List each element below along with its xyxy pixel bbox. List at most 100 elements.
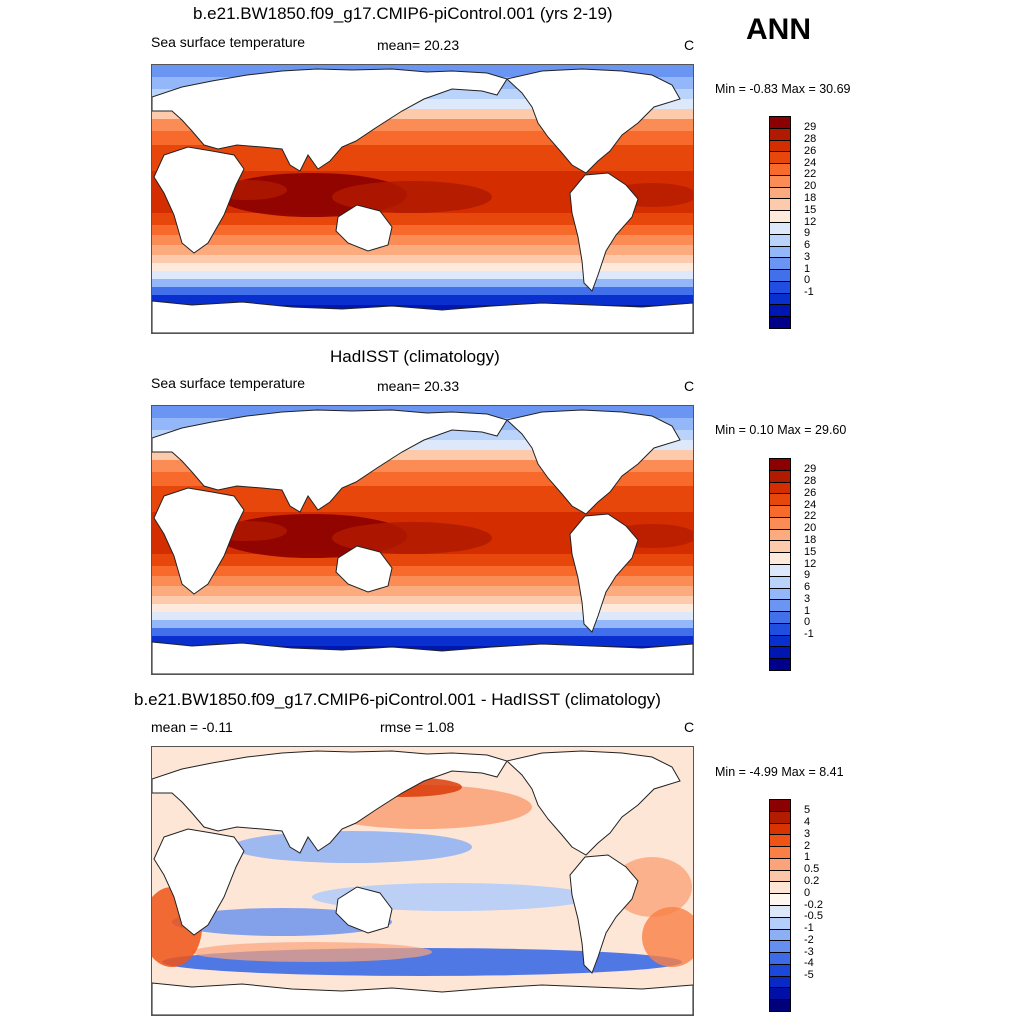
panel1-units: C [684, 37, 695, 53]
panel1-colorbar [769, 116, 791, 329]
colorbar-segment [769, 857, 791, 871]
colorbar-segment [769, 151, 791, 165]
colorbar-tick-label: 24 [804, 156, 817, 169]
colorbar-tick-label: 28 [804, 475, 817, 488]
colorbar-tick-label: 18 [804, 533, 817, 546]
colorbar-tick-label: 28 [804, 133, 817, 146]
panel1-title: b.e21.BW1850.f09_g17.CMIP6-piControl.001… [193, 4, 613, 23]
colorbar-segment [769, 245, 791, 259]
colorbar-segment [769, 304, 791, 318]
colorbar-tick-label: 9 [804, 227, 811, 240]
colorbar-tick-label: -0.2 [804, 898, 823, 911]
panel3-title: b.e21.BW1850.f09_g17.CMIP6-piControl.001… [134, 690, 661, 709]
africa-landmass [153, 487, 245, 595]
panel2-map [151, 405, 694, 675]
northamerica-landmass [505, 409, 681, 515]
colorbar-segment [769, 634, 791, 648]
africa-landmass [153, 828, 245, 936]
colorbar-tick-label: 18 [804, 191, 817, 204]
colorbar-tick-label: 22 [804, 510, 817, 523]
antarctica-landmass [152, 300, 693, 333]
colorbar-segment [769, 952, 791, 965]
colorbar-tick-label: 12 [804, 215, 817, 228]
colorbar-tick-label: -1 [804, 922, 814, 935]
colorbar-tick-label: 29 [804, 121, 817, 134]
colorbar-segment [769, 611, 791, 624]
colorbar-segment [769, 458, 791, 471]
colorbar-tick-label: 1 [804, 262, 811, 275]
colorbar-segment [769, 222, 791, 235]
colorbar-segment [769, 233, 791, 247]
colorbar-tick-label: 22 [804, 168, 817, 181]
panel3-rmse-label: rmse = 1.08 [380, 719, 455, 735]
southamerica-landmass [569, 854, 639, 974]
colorbar-tick-label: 2 [804, 839, 811, 852]
colorbar-tick-label: 3 [804, 827, 811, 840]
colorbar-tick-label: 6 [804, 581, 811, 594]
colorbar-tick-label: 26 [804, 144, 817, 157]
colorbar-tick-label: 0.5 [804, 863, 820, 876]
colorbar-segment [769, 163, 791, 176]
colorbar-segment [769, 257, 791, 271]
europe-landmass [152, 409, 508, 513]
colorbar-segment [769, 999, 791, 1012]
colorbar-segment [769, 505, 791, 518]
colorbar-segment [769, 269, 791, 282]
panel1-left-label: Sea surface temperature [151, 34, 306, 50]
colorbar-segment [769, 552, 791, 565]
colorbar-segment [769, 575, 791, 589]
colorbar-segment [769, 622, 791, 636]
colorbar-tick-label: 15 [804, 545, 817, 558]
panel1-map [151, 64, 694, 334]
colorbar-tick-label: 26 [804, 486, 817, 499]
antarctica-landmass [152, 982, 693, 1015]
colorbar-segment [769, 599, 791, 613]
colorbar-tick-label: -4 [804, 957, 814, 970]
colorbar-segment [769, 469, 791, 483]
colorbar-tick-label: 12 [804, 557, 817, 570]
australia-landmass [335, 204, 393, 252]
colorbar-segment [769, 916, 791, 930]
colorbar-segment [769, 493, 791, 507]
colorbar-segment [769, 822, 791, 836]
colorbar-tick-label: -5 [804, 969, 814, 982]
colorbar-tick-label: 1 [804, 851, 811, 864]
europe-landmass [152, 68, 508, 172]
colorbar-tick-label: 3 [804, 592, 811, 605]
panel2-title: HadISST (climatology) [330, 347, 500, 366]
panel1-mean-label: mean= 20.23 [377, 37, 460, 53]
colorbar-segment [769, 834, 791, 848]
panel3-units: C [684, 719, 695, 735]
colorbar-segment [769, 846, 791, 859]
colorbar-segment [769, 869, 791, 883]
colorbar-tick-label: 0 [804, 886, 811, 899]
colorbar-segment [769, 127, 791, 141]
colorbar-segment [769, 799, 791, 812]
colorbar-tick-label: 1 [804, 604, 811, 617]
panel2-colorbar [769, 458, 791, 671]
colorbar-segment [769, 481, 791, 495]
colorbar-tick-label: 29 [804, 463, 817, 476]
colorbar-segment [769, 516, 791, 530]
colorbar-tick-label: 5 [804, 804, 811, 817]
colorbar-tick-label: 3 [804, 250, 811, 263]
europe-landmass [152, 750, 508, 854]
colorbar-segment [769, 587, 791, 601]
colorbar-segment [769, 280, 791, 294]
colorbar-segment [769, 975, 791, 989]
colorbar-segment [769, 810, 791, 824]
panel2-mean-label: mean= 20.33 [377, 378, 460, 394]
colorbar-tick-label: 6 [804, 239, 811, 252]
colorbar-segment [769, 210, 791, 223]
colorbar-tick-label: -1 [804, 628, 814, 641]
southamerica-landmass [569, 172, 639, 292]
colorbar-segment [769, 186, 791, 200]
colorbar-tick-label: -3 [804, 945, 814, 958]
colorbar-tick-label: 9 [804, 569, 811, 582]
panel3-minmax: Min = -4.99 Max = 8.41 [715, 765, 844, 779]
colorbar-segment [769, 116, 791, 129]
northamerica-landmass [505, 750, 681, 856]
colorbar-segment [769, 174, 791, 188]
australia-landmass [335, 886, 393, 934]
australia-landmass [335, 545, 393, 593]
